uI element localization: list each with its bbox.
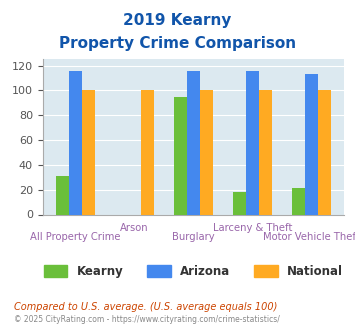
Bar: [174, 97, 187, 214]
Text: Motor Vehicle Theft: Motor Vehicle Theft: [263, 232, 355, 242]
Text: Burglary: Burglary: [172, 232, 215, 242]
Text: Compared to U.S. average. (U.S. average equals 100): Compared to U.S. average. (U.S. average …: [14, 302, 278, 312]
Bar: [187, 71, 200, 215]
Text: © 2025 CityRating.com - https://www.cityrating.com/crime-statistics/: © 2025 CityRating.com - https://www.city…: [14, 315, 280, 324]
Bar: [259, 90, 272, 214]
Bar: [200, 90, 213, 214]
Bar: [69, 71, 82, 215]
Bar: [305, 74, 318, 215]
Bar: [141, 90, 154, 214]
Bar: [292, 188, 305, 214]
Bar: [82, 90, 95, 214]
Legend: Kearny, Arizona, National: Kearny, Arizona, National: [39, 261, 348, 283]
Bar: [233, 192, 246, 214]
Text: Larceny & Theft: Larceny & Theft: [213, 223, 292, 233]
Bar: [246, 71, 259, 215]
Text: Property Crime Comparison: Property Crime Comparison: [59, 36, 296, 51]
Bar: [56, 176, 69, 214]
Text: Arson: Arson: [120, 223, 149, 233]
Bar: [318, 90, 331, 214]
Text: All Property Crime: All Property Crime: [31, 232, 121, 242]
Text: 2019 Kearny: 2019 Kearny: [123, 13, 232, 28]
